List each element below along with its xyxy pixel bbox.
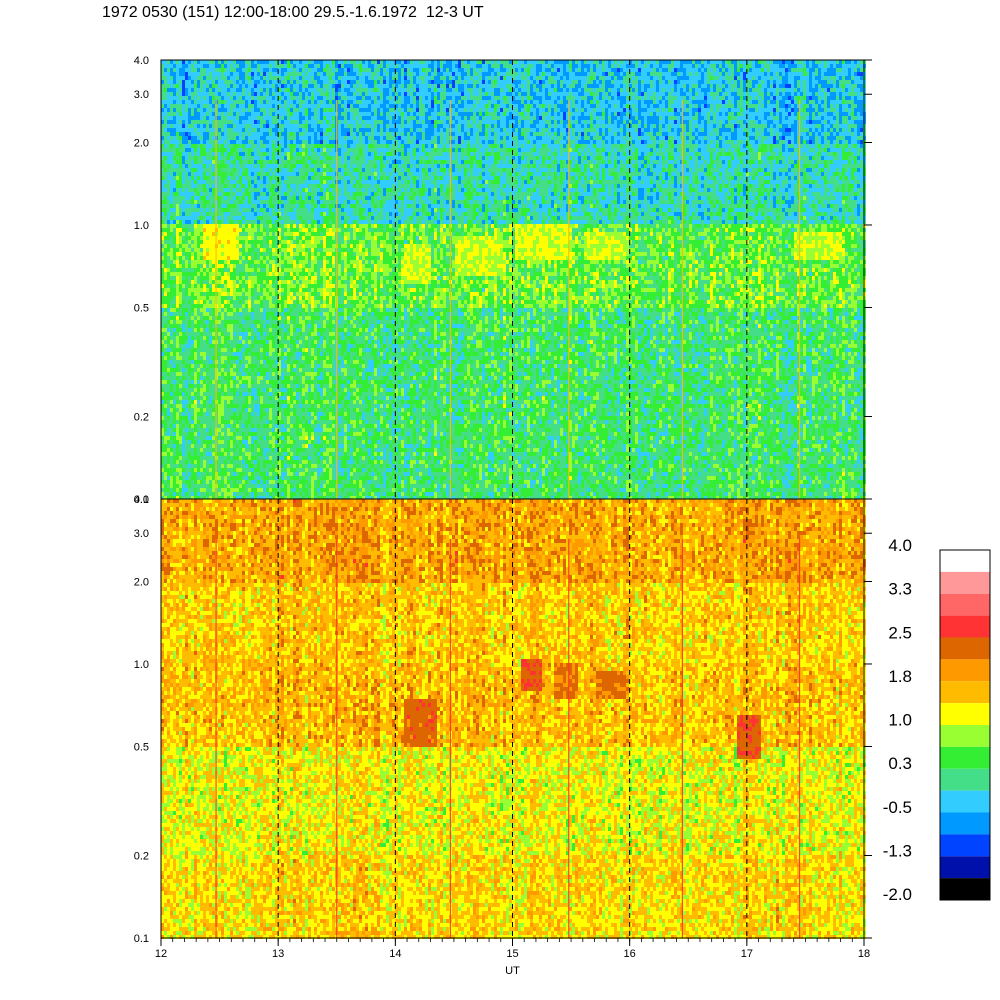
y-tick-label: 3.0	[134, 528, 149, 540]
y-tick-label: 1.0	[134, 220, 149, 232]
x-tick-label: 16	[624, 948, 636, 960]
colorbar-label: -0.5	[883, 798, 912, 817]
colorbar-swatch	[940, 769, 990, 791]
colorbar-label: 2.5	[888, 623, 912, 642]
colorbar-label: 0.3	[888, 754, 912, 773]
colorbar-swatch	[940, 659, 990, 681]
y-tick-label: 0.1	[134, 933, 149, 945]
y-tick-label: 3.0	[134, 89, 149, 101]
x-tick-label: 18	[858, 948, 870, 960]
colorbar-label: 3.3	[888, 580, 912, 599]
colorbar-label: 1.8	[888, 667, 912, 686]
colorbar-label: 4.0	[888, 536, 912, 555]
colorbar-swatch	[940, 550, 990, 572]
y-tick-label: 0.2	[134, 851, 149, 863]
x-tick-label: 17	[741, 948, 753, 960]
colorbar-label: -1.3	[883, 841, 912, 860]
y-tick-label: 0.5	[134, 741, 149, 753]
y-tick-label: 4.0	[134, 55, 149, 67]
y-tick-label: 0.5	[134, 302, 149, 314]
x-tick-label: 13	[272, 948, 284, 960]
colorbar-label: -2.0	[883, 885, 912, 904]
colorbar-swatch	[940, 856, 990, 878]
y-tick-label: 0.2	[134, 412, 149, 424]
x-axis-title: UT	[505, 965, 520, 977]
colorbar-swatch	[940, 703, 990, 725]
colorbar-label: 1.0	[888, 711, 912, 730]
y-tick-label: 1.0	[134, 659, 149, 671]
colorbar: 4.0 3.3 2.5 1.8 1.0 0.3 -0.5 -1.3 -2.0	[883, 536, 990, 904]
colorbar-swatch	[940, 747, 990, 769]
lower-heatmap-panel	[161, 499, 866, 939]
colorbar-swatch	[940, 878, 990, 900]
colorbar-swatch	[940, 681, 990, 703]
x-tick-label: 15	[506, 948, 518, 960]
colorbar-swatch	[940, 791, 990, 813]
y-tick-label: 4.0	[134, 494, 149, 506]
colorbar-swatch	[940, 572, 990, 594]
y-tick-label: 2.0	[134, 576, 149, 588]
y-tick-label: 2.0	[134, 137, 149, 149]
colorbar-swatch	[940, 813, 990, 835]
x-tick-label: 12	[155, 948, 167, 960]
colorbar-swatch	[940, 725, 990, 747]
colorbar-swatch	[940, 616, 990, 638]
upper-heatmap-panel	[161, 60, 866, 500]
colorbar-swatch	[940, 638, 990, 660]
colorbar-swatch	[940, 834, 990, 856]
x-tick-label: 14	[389, 948, 401, 960]
colorbar-swatch	[940, 594, 990, 616]
